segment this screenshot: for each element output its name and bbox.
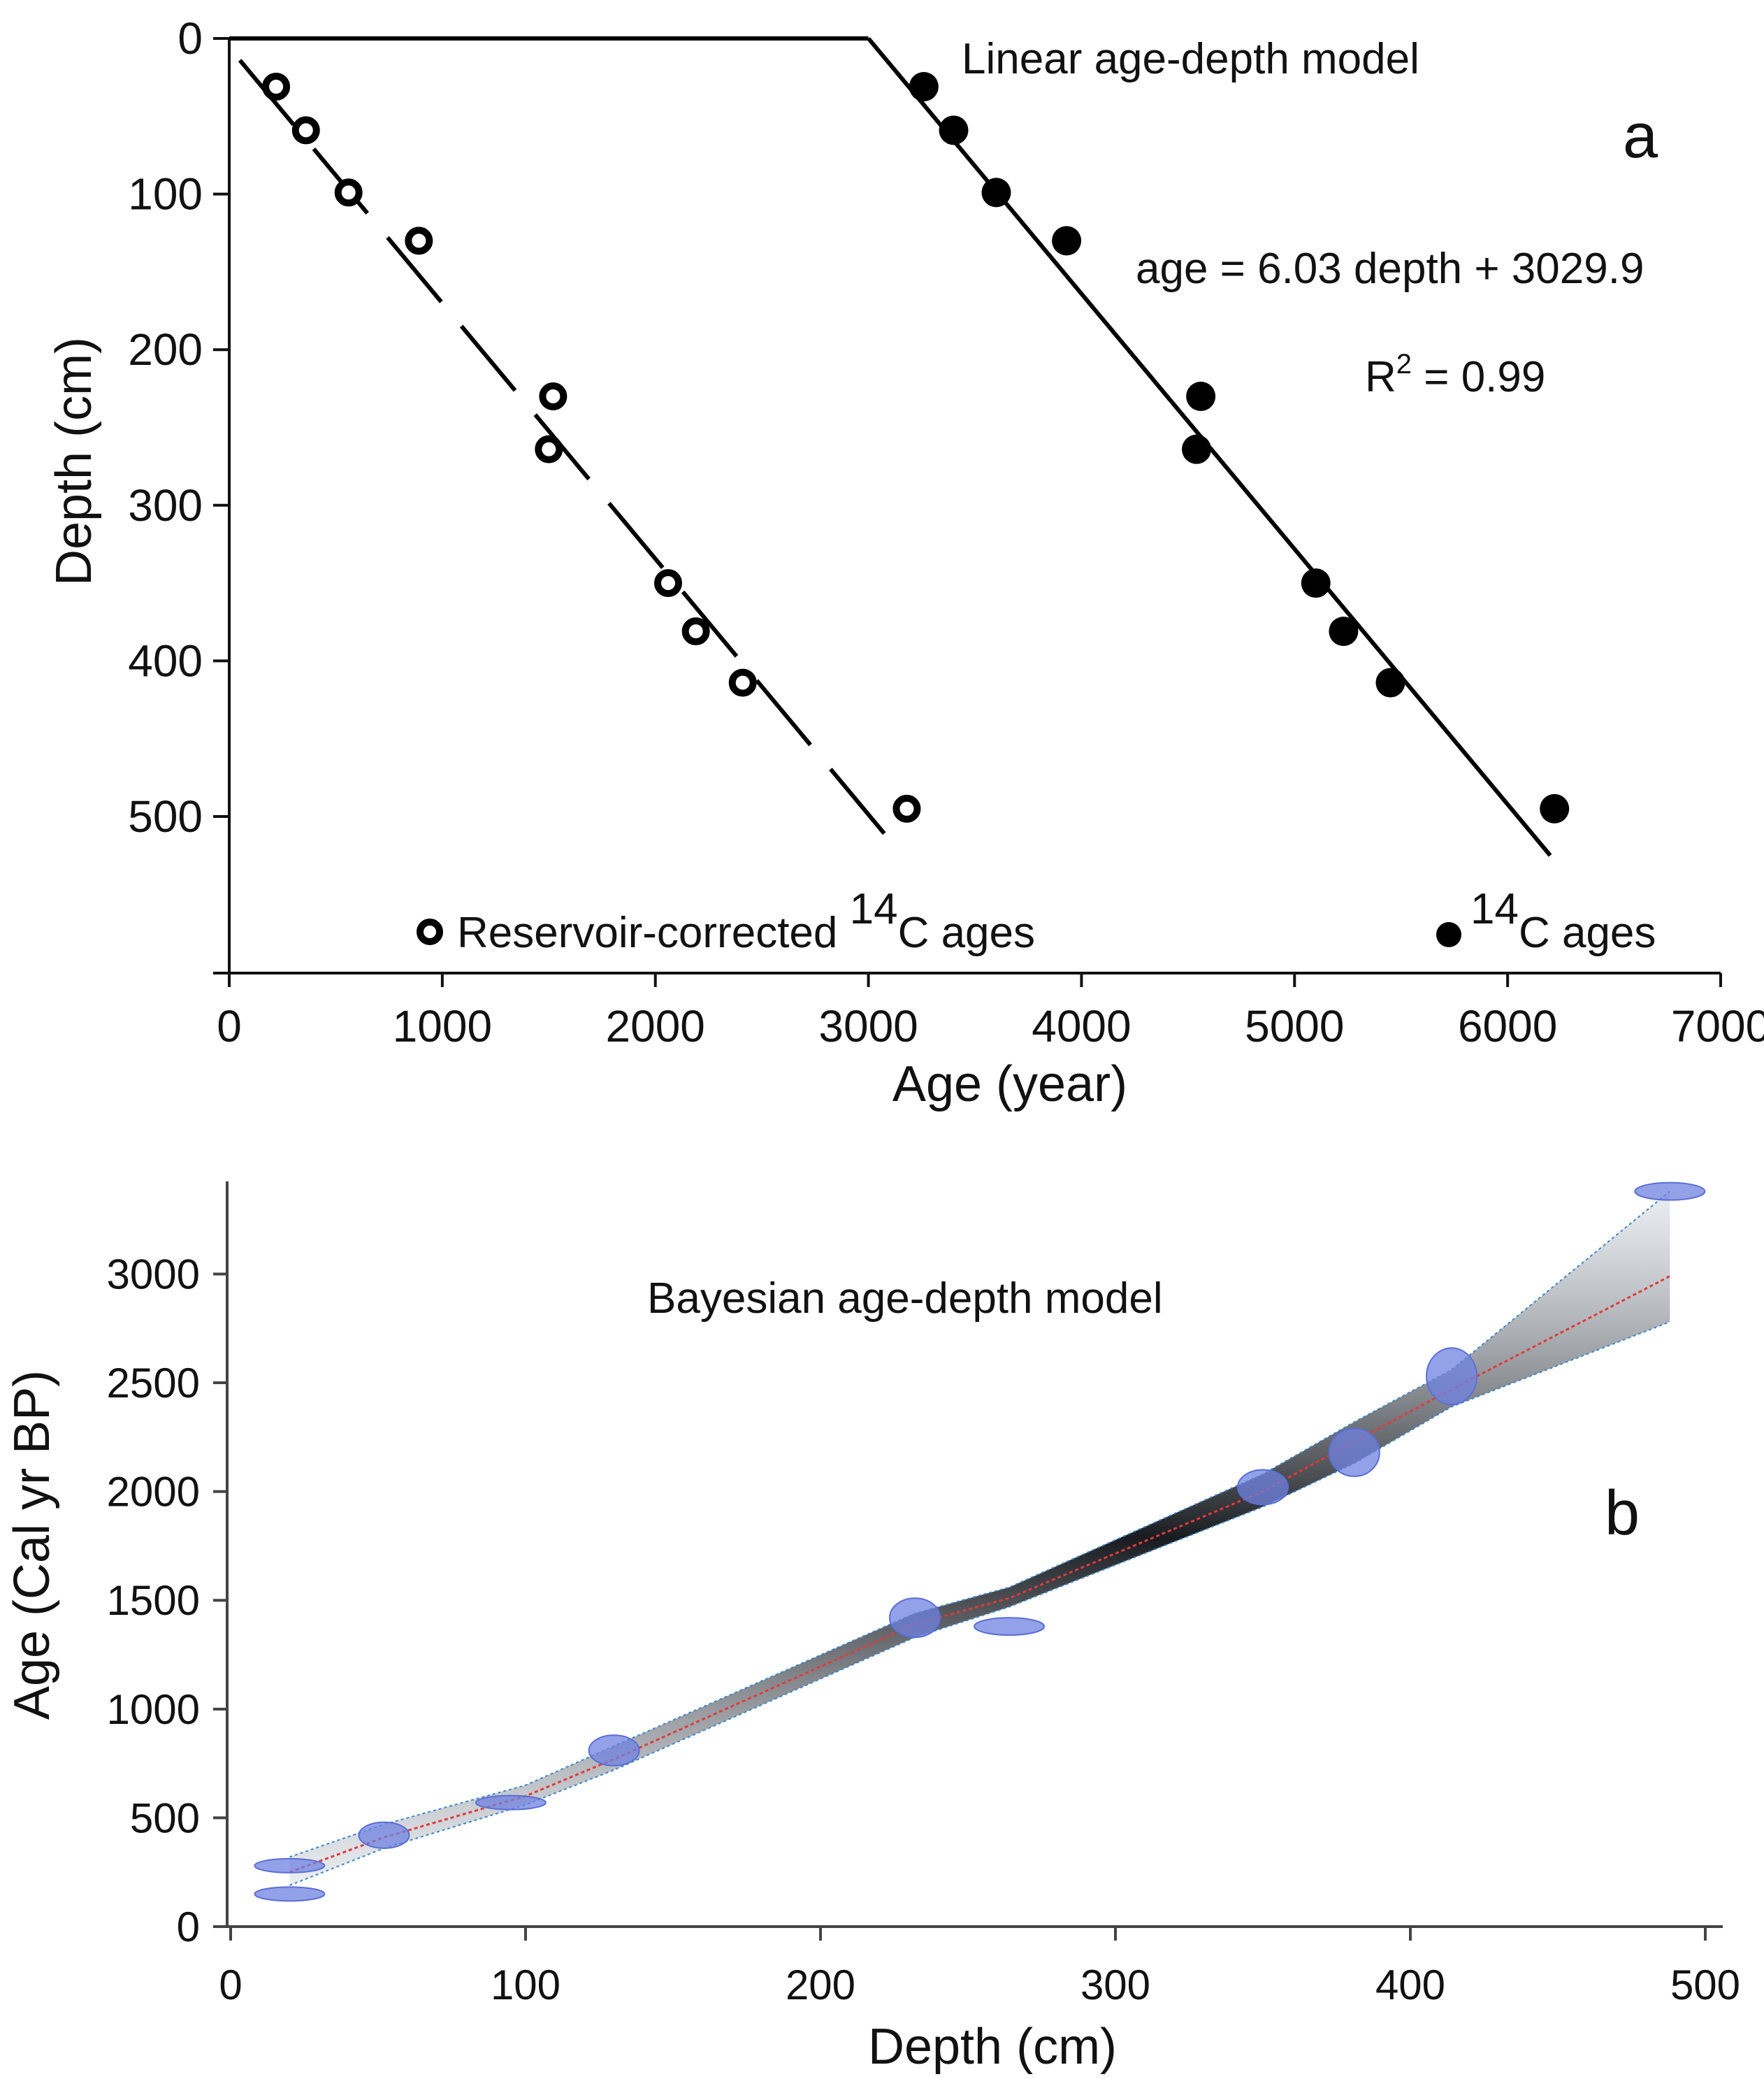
legend-corrected-sup: 14: [850, 885, 898, 933]
a-point-corrected: [654, 569, 683, 598]
a-point-raw: [1052, 226, 1082, 256]
a-point-corrected: [262, 73, 291, 101]
a-x-tick-label: 0: [217, 1001, 242, 1051]
b-y-tick-label: 3000: [107, 1251, 200, 1297]
a-point-raw: [909, 72, 939, 102]
b-y-tick-label: 2000: [107, 1469, 200, 1516]
b-x-tick-label: 100: [491, 1962, 561, 2008]
b-ci-envelope: [289, 1191, 1670, 1885]
legend-corrected-pre: Reservoir-corrected: [457, 909, 850, 957]
a-fit-lines: [229, 36, 1552, 857]
a-r2-prefix: R: [1365, 353, 1396, 401]
b-calibrated-date: [1328, 1427, 1380, 1477]
a-fit-line: [238, 59, 904, 857]
a-x-tick-label: 7000: [1671, 1001, 1764, 1051]
a-point-corrected: [405, 226, 433, 255]
b-calibrated-date: [358, 1821, 410, 1849]
a-x-ticks: 0 1000 2000 3000 4000 5000 6000 7000: [217, 973, 1764, 1051]
b-x-tick-label: 500: [1670, 1962, 1740, 2008]
legend-filled-circle-icon: [1436, 922, 1461, 947]
a-y-tick-label: 400: [128, 635, 203, 686]
b-calibrated-date: [254, 1857, 326, 1873]
a-data-points: [262, 72, 1570, 823]
b-y-tick-label: 2500: [107, 1360, 200, 1407]
b-x-ticks: 0 100 200 300 400 500: [219, 1927, 1740, 2008]
b-panel-letter: b: [1605, 1479, 1640, 1548]
legend-corrected-label: Reservoir-corrected 14C ages: [457, 885, 1035, 957]
a-x-tick-label: 6000: [1458, 1001, 1557, 1051]
b-y-ticks: 0 500 1000 1500 2000 2500 3000: [107, 1251, 227, 1950]
b-calibrated-date: [1634, 1181, 1706, 1201]
panel-b-bayesian-model: 0 100 200 300 400 500 0 500 1000 1500 2000 2500 300…: [4, 1181, 1740, 2075]
a-point-corrected: [728, 668, 757, 697]
a-equation: age = 6.03 depth + 3029.9: [1136, 245, 1644, 293]
legend-open-circle-icon: [417, 919, 443, 945]
b-x-tick-label: 300: [1080, 1962, 1150, 2008]
a-point-corrected: [535, 435, 563, 463]
a-point-raw: [1540, 793, 1570, 823]
b-calibrated-date: [1426, 1347, 1478, 1406]
a-point-corrected: [892, 794, 921, 823]
b-y-tick-label: 1500: [107, 1577, 200, 1624]
b-calibrated-dates: [254, 1181, 1706, 1902]
b-x-axis-title: Depth (cm): [868, 2019, 1117, 2075]
a-point-raw: [939, 115, 969, 145]
b-x-tick-label: 0: [219, 1962, 242, 2008]
b-calibrated-date: [1237, 1469, 1289, 1506]
b-probability-band: [289, 1190, 1671, 1886]
a-r2-sup: 2: [1396, 349, 1412, 380]
a-x-tick-label: 5000: [1245, 1001, 1344, 1051]
a-point-corrected: [681, 617, 710, 646]
b-calibrated-date: [475, 1794, 547, 1811]
a-x-tick-label: 3000: [818, 1001, 918, 1051]
b-title: Bayesian age-depth model: [647, 1274, 1163, 1323]
legend-raw-label: 14C ages: [1470, 885, 1656, 957]
a-y-tick-label: 300: [128, 480, 203, 531]
b-calibrated-date: [254, 1886, 326, 1902]
panel-a-linear-model: 0 1000 2000 3000 4000 5000 6000 7000 0 100 200 300…: [46, 13, 1764, 1112]
a-x-tick-label: 4000: [1032, 1001, 1131, 1051]
legend-raw-post: C ages: [1519, 909, 1656, 957]
b-x-tick-label: 200: [786, 1962, 855, 2008]
a-point-raw: [1375, 668, 1405, 698]
b-x-tick-label: 400: [1375, 1962, 1445, 2008]
a-point-corrected: [291, 116, 320, 145]
b-calibrated-date: [889, 1597, 941, 1639]
legend-corrected-post: C ages: [898, 909, 1035, 957]
a-point-corrected: [539, 382, 567, 410]
b-calibrated-date: [588, 1734, 640, 1767]
a-point-raw: [1301, 568, 1331, 598]
a-point-raw: [1329, 617, 1359, 647]
b-y-tick-label: 500: [130, 1794, 200, 1841]
a-y-tick-label: 200: [128, 324, 203, 375]
b-calibrated-date: [974, 1617, 1046, 1636]
b-y-axis-title: Age (Cal yr BP): [4, 1370, 60, 1720]
a-y-axis-title: Depth (cm): [46, 337, 102, 586]
a-panel-letter: a: [1623, 101, 1658, 171]
a-y-ticks: 0 100 200 300 400 500: [128, 13, 229, 842]
b-y-tick-label: 0: [177, 1904, 200, 1950]
a-point-corrected: [334, 178, 363, 207]
b-y-tick-label: 1000: [107, 1686, 200, 1733]
a-x-tick-label: 2000: [606, 1001, 705, 1051]
a-r-squared: R2 = 0.99: [1365, 349, 1545, 401]
a-title: Linear age-depth model: [962, 35, 1419, 83]
a-r2-value: = 0.99: [1412, 353, 1545, 401]
a-y-tick-label: 100: [128, 169, 203, 220]
a-y-tick-label: 0: [178, 13, 203, 64]
a-point-raw: [1182, 434, 1212, 464]
a-point-raw: [981, 178, 1011, 208]
b-ci-upper: [289, 1190, 1670, 1858]
a-x-axis-title: Age (year): [892, 1056, 1127, 1112]
legend-raw-sup: 14: [1470, 885, 1519, 933]
a-y-tick-label: 500: [128, 791, 203, 842]
a-point-raw: [1186, 381, 1216, 411]
a-x-tick-label: 1000: [393, 1001, 492, 1051]
b-ci-lower: [289, 1321, 1670, 1886]
